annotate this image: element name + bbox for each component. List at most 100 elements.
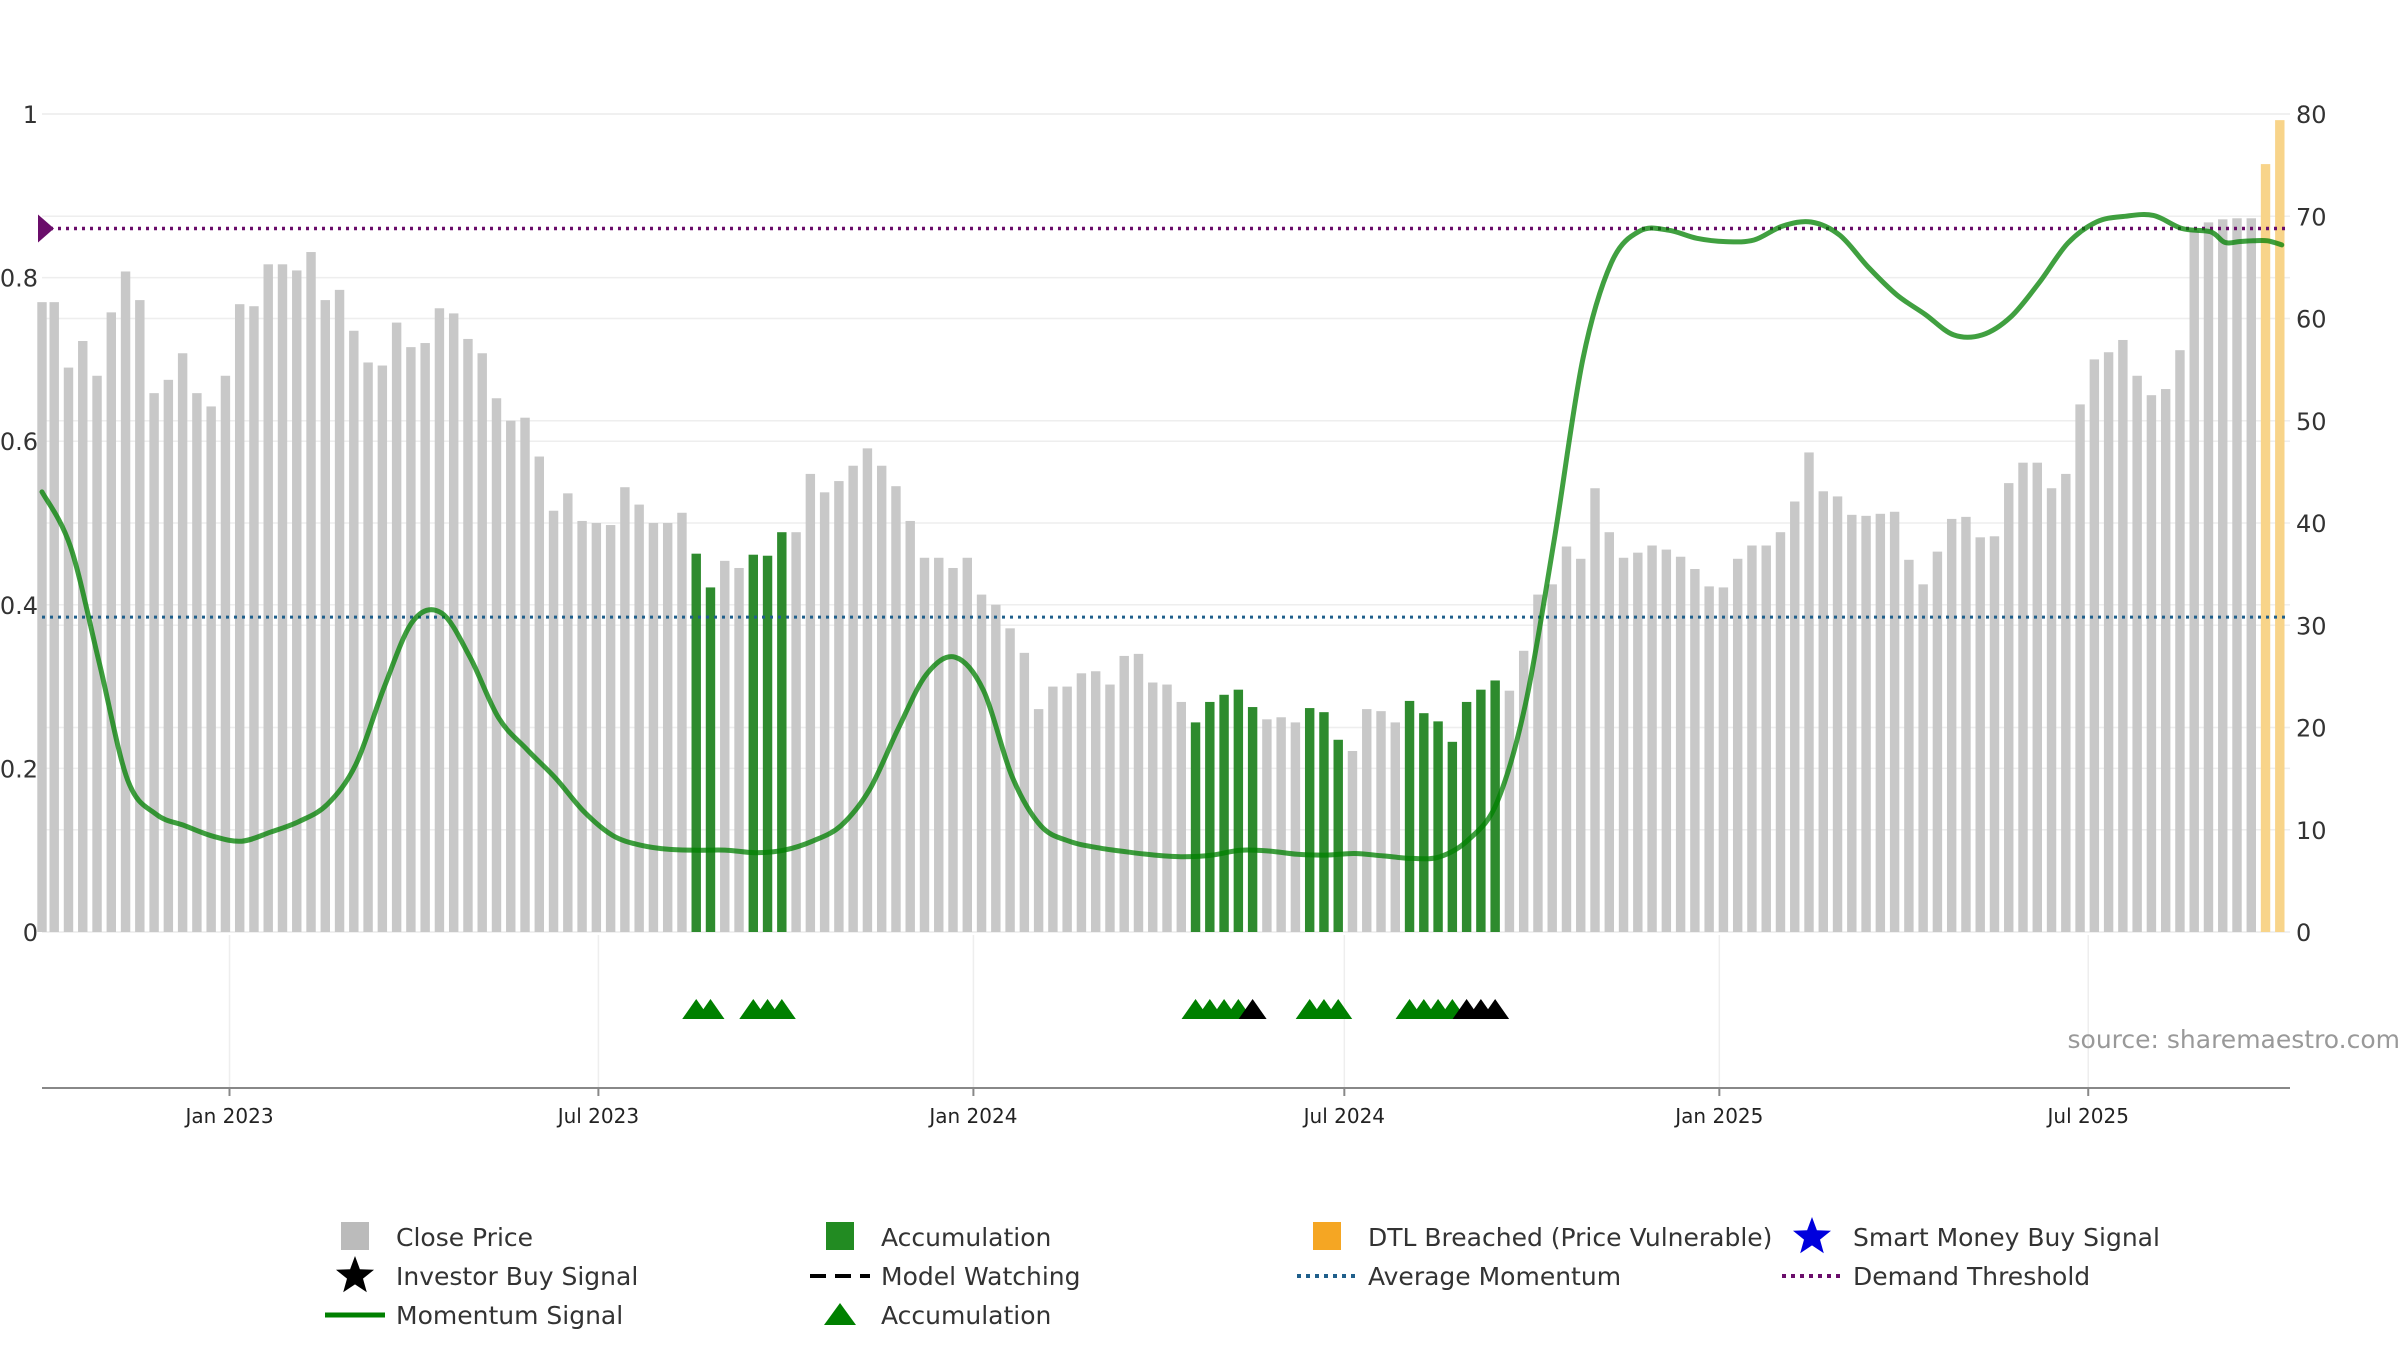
- close-price-bar: [1818, 491, 1828, 932]
- accumulation-triangle: [696, 999, 725, 1019]
- accumulation-bar: [1319, 712, 1329, 932]
- close-price-bar: [605, 525, 616, 932]
- close-price-bar: [563, 493, 573, 932]
- accumulation-bar: [1476, 689, 1486, 932]
- close-price-bar: [220, 375, 231, 932]
- close-price-bar: [1704, 586, 1714, 932]
- close-price-bar: [720, 560, 730, 932]
- right-axis-tick-label: 20: [2296, 715, 2327, 743]
- model-watching-triangle: [1481, 999, 1510, 1019]
- legend-label: DTL Breached (Price Vulnerable): [1368, 1223, 1772, 1252]
- close-price-bar: [1961, 516, 1971, 932]
- close-price-bar: [1362, 709, 1372, 932]
- left-y-axis: 0 0.2 0.4 0.6 0.8 1: [0, 101, 38, 947]
- close-price-bar: [1090, 671, 1101, 932]
- accumulation-bar: [1247, 707, 1258, 932]
- close-price-bar: [1832, 496, 1843, 932]
- close-price-bar: [2175, 350, 2185, 932]
- close-price-bar: [1290, 722, 1301, 932]
- x-axis-tick-label: Jul 2023: [556, 1104, 639, 1128]
- close-price-bar: [78, 340, 88, 932]
- close-price-bar: [1176, 701, 1186, 932]
- momentum-signal-line: [39, 212, 2285, 862]
- close-price-bar: [1647, 545, 1657, 932]
- close-price-bar: [363, 362, 373, 932]
- close-price-bar: [320, 300, 331, 933]
- price-bars: [37, 120, 2285, 933]
- close-price-bar: [106, 312, 117, 932]
- close-price-bar: [1861, 515, 1871, 932]
- accumulation-bar: [748, 554, 758, 932]
- close-price-bar: [1932, 551, 1943, 932]
- legend-label: Model Watching: [881, 1262, 1081, 1291]
- close-price-bar: [1618, 557, 1629, 932]
- close-price-bar: [1718, 587, 1729, 932]
- close-price-bar: [819, 492, 830, 932]
- close-price-bar: [420, 343, 430, 932]
- close-price-bar: [2075, 404, 2085, 932]
- close-price-bar: [2061, 473, 2071, 932]
- close-price-bar: [962, 557, 972, 932]
- close-price-bar: [2018, 462, 2028, 932]
- close-price-bar: [834, 481, 844, 932]
- close-price-bar: [520, 417, 530, 932]
- signal-markers: [682, 999, 1510, 1019]
- accumulation-bar: [1433, 721, 1443, 932]
- close-price-bar: [1804, 452, 1814, 932]
- close-price-bar: [1005, 628, 1015, 932]
- close-price-bar: [2132, 375, 2142, 932]
- close-price-bar: [1918, 584, 1928, 932]
- close-price-bar: [1547, 584, 1557, 932]
- close-price-bar: [1262, 719, 1272, 932]
- right-axis-tick-label: 40: [2296, 510, 2327, 538]
- close-price-bar: [1518, 650, 1529, 932]
- close-price-bar: [1376, 711, 1386, 932]
- close-price-bar: [2118, 339, 2128, 932]
- left-axis-tick-label: 0.4: [0, 592, 38, 620]
- close-price-bar: [2189, 230, 2199, 932]
- close-price-bar: [548, 510, 559, 932]
- close-price-bar: [277, 264, 288, 932]
- accumulation-bar: [705, 587, 716, 932]
- accumulation-bar: [691, 553, 701, 932]
- close-price-bar: [306, 252, 316, 933]
- legend-label: Investor Buy Signal: [396, 1262, 638, 1291]
- close-price-bar: [120, 271, 131, 933]
- close-price-bar: [1533, 594, 1543, 932]
- close-price-bar: [2232, 218, 2242, 933]
- close-price-bar: [1561, 546, 1572, 932]
- accumulation-triangle: [1324, 999, 1353, 1019]
- close-price-bar: [1119, 655, 1129, 932]
- close-price-bar: [991, 604, 1001, 932]
- close-price-bar: [377, 365, 388, 932]
- close-price-bar: [2004, 483, 2014, 932]
- close-price-bar: [349, 330, 359, 932]
- close-price-bar: [1162, 684, 1172, 932]
- close-price-bar: [334, 289, 345, 932]
- accumulation-bar: [762, 555, 773, 932]
- right-y-axis: 0 10 20 30 40 50 60 70 80: [2296, 101, 2327, 947]
- close-price-bar: [149, 393, 159, 933]
- dtl-breached-bar: [2275, 120, 2285, 932]
- close-price-bar: [2046, 488, 2057, 932]
- close-price-bar: [677, 512, 687, 932]
- legend: Close Price Accumulation DTL Breached (Pri…: [325, 1217, 2160, 1330]
- threshold-marker: [38, 214, 54, 243]
- x-axis-tick-label: Jan 2025: [1673, 1104, 1763, 1128]
- close-price-bar: [1989, 536, 2000, 932]
- close-price-bar: [1347, 751, 1358, 932]
- close-price-bar: [163, 379, 174, 933]
- legend-square-swatch: [1313, 1222, 1341, 1250]
- x-axis-tick-label: Jul 2025: [2046, 1104, 2129, 1128]
- close-price-bar: [63, 367, 74, 933]
- close-price-bar: [1148, 682, 1158, 932]
- left-axis-tick-label: 0.8: [0, 265, 38, 293]
- x-axis: Jan 2023 Jul 2023 Jan 2024 Jul 2024 Jan 2025…: [42, 1087, 2290, 1128]
- close-price-bar: [1504, 690, 1515, 932]
- close-price-bar: [434, 308, 445, 932]
- legend-label: Close Price: [396, 1223, 533, 1252]
- close-price-bar: [1105, 684, 1115, 932]
- close-price-bar: [1276, 717, 1286, 932]
- accumulation-bar: [1447, 741, 1458, 932]
